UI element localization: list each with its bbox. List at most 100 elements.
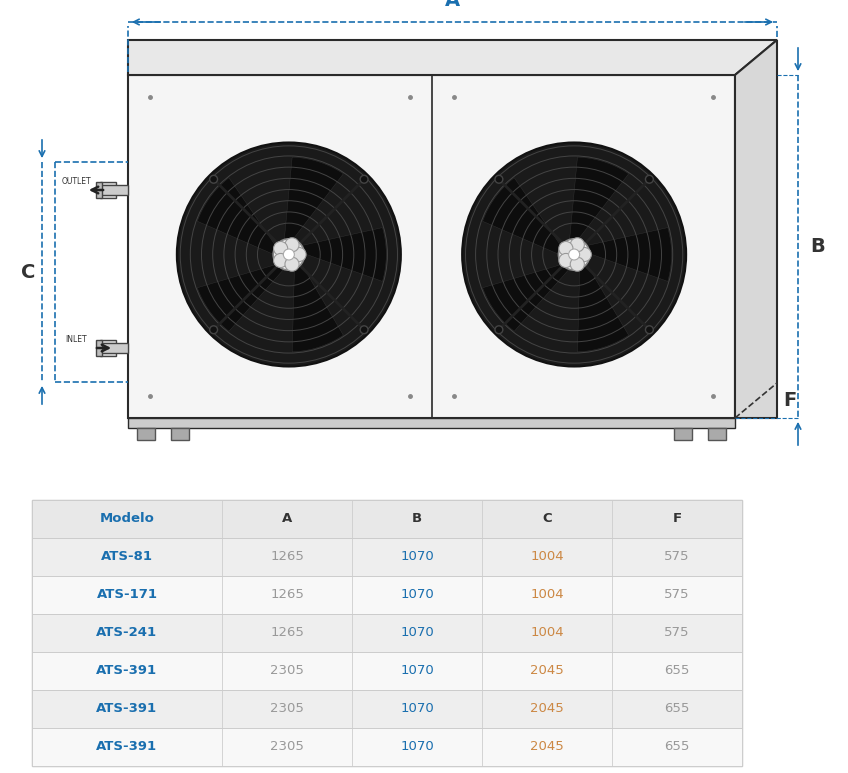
- Text: 1070: 1070: [400, 588, 434, 601]
- Polygon shape: [483, 263, 572, 332]
- Text: 1070: 1070: [400, 703, 434, 716]
- Bar: [96, 340, 102, 356]
- Text: ATS-81: ATS-81: [101, 550, 153, 564]
- Text: ATS-391: ATS-391: [97, 741, 158, 754]
- Bar: [352, 576, 482, 614]
- Polygon shape: [284, 157, 343, 244]
- Text: 2305: 2305: [270, 741, 304, 754]
- Text: F: F: [672, 512, 682, 526]
- Bar: [352, 690, 482, 728]
- Bar: [482, 538, 612, 576]
- Bar: [32, 500, 222, 538]
- Bar: [222, 728, 352, 766]
- Bar: [100, 182, 116, 198]
- Text: ATS-171: ATS-171: [97, 588, 158, 601]
- Text: 1070: 1070: [400, 626, 434, 639]
- Bar: [32, 652, 222, 690]
- Circle shape: [559, 241, 573, 256]
- Bar: [100, 185, 128, 195]
- Bar: [222, 690, 352, 728]
- Text: 2305: 2305: [270, 665, 304, 677]
- Bar: [612, 728, 742, 766]
- Text: 1265: 1265: [270, 626, 304, 639]
- Bar: [482, 690, 612, 728]
- Circle shape: [274, 254, 287, 267]
- Polygon shape: [735, 40, 777, 418]
- Bar: [674, 428, 692, 440]
- Polygon shape: [293, 260, 343, 352]
- Circle shape: [462, 142, 686, 366]
- Bar: [352, 538, 482, 576]
- Bar: [222, 500, 352, 538]
- Text: 1004: 1004: [530, 588, 564, 601]
- Text: A: A: [282, 512, 292, 526]
- Text: F: F: [783, 391, 796, 410]
- Circle shape: [570, 257, 584, 271]
- Circle shape: [559, 254, 573, 267]
- Text: 575: 575: [664, 588, 689, 601]
- Text: 575: 575: [664, 550, 689, 564]
- Polygon shape: [297, 227, 387, 281]
- Bar: [32, 614, 742, 652]
- Bar: [32, 538, 222, 576]
- Text: 1265: 1265: [270, 550, 304, 564]
- Bar: [100, 343, 128, 353]
- Bar: [222, 652, 352, 690]
- Circle shape: [285, 257, 299, 271]
- Text: OUTLET: OUTLET: [61, 178, 91, 186]
- Text: ATS-391: ATS-391: [97, 703, 158, 716]
- Text: 655: 655: [664, 703, 689, 716]
- Text: Modelo: Modelo: [99, 512, 154, 526]
- Circle shape: [645, 175, 653, 183]
- Circle shape: [209, 175, 218, 183]
- Polygon shape: [577, 260, 628, 352]
- Text: 1004: 1004: [530, 626, 564, 639]
- Circle shape: [570, 238, 584, 252]
- Circle shape: [292, 247, 306, 261]
- Text: 1070: 1070: [400, 550, 434, 564]
- Circle shape: [360, 325, 368, 334]
- Bar: [32, 690, 222, 728]
- Circle shape: [495, 175, 503, 183]
- Text: 1070: 1070: [400, 665, 434, 677]
- Text: 2045: 2045: [530, 665, 564, 677]
- Bar: [96, 182, 102, 198]
- Polygon shape: [569, 157, 628, 244]
- Polygon shape: [128, 40, 777, 75]
- Bar: [32, 576, 222, 614]
- Bar: [128, 418, 735, 428]
- Text: B: B: [810, 237, 825, 256]
- Bar: [171, 428, 189, 440]
- Bar: [137, 428, 155, 440]
- Text: 1004: 1004: [530, 550, 564, 564]
- Bar: [352, 614, 482, 652]
- Text: A: A: [445, 0, 460, 10]
- Bar: [612, 652, 742, 690]
- Bar: [612, 500, 742, 538]
- Bar: [32, 538, 742, 576]
- Bar: [612, 690, 742, 728]
- Text: 655: 655: [664, 665, 689, 677]
- Polygon shape: [198, 178, 279, 256]
- Circle shape: [577, 247, 591, 261]
- Text: 575: 575: [664, 626, 689, 639]
- Bar: [612, 538, 742, 576]
- Text: C: C: [542, 512, 552, 526]
- Bar: [482, 576, 612, 614]
- Bar: [482, 500, 612, 538]
- Bar: [32, 728, 742, 766]
- Text: B: B: [412, 512, 422, 526]
- Polygon shape: [198, 263, 287, 332]
- Bar: [32, 728, 222, 766]
- Circle shape: [274, 241, 287, 256]
- Polygon shape: [483, 178, 564, 256]
- Circle shape: [283, 249, 294, 260]
- Bar: [352, 500, 482, 538]
- Bar: [612, 576, 742, 614]
- Text: C: C: [21, 263, 35, 281]
- Bar: [32, 576, 742, 614]
- Text: 2305: 2305: [270, 703, 304, 716]
- Bar: [708, 428, 726, 440]
- Bar: [222, 538, 352, 576]
- Circle shape: [209, 325, 218, 334]
